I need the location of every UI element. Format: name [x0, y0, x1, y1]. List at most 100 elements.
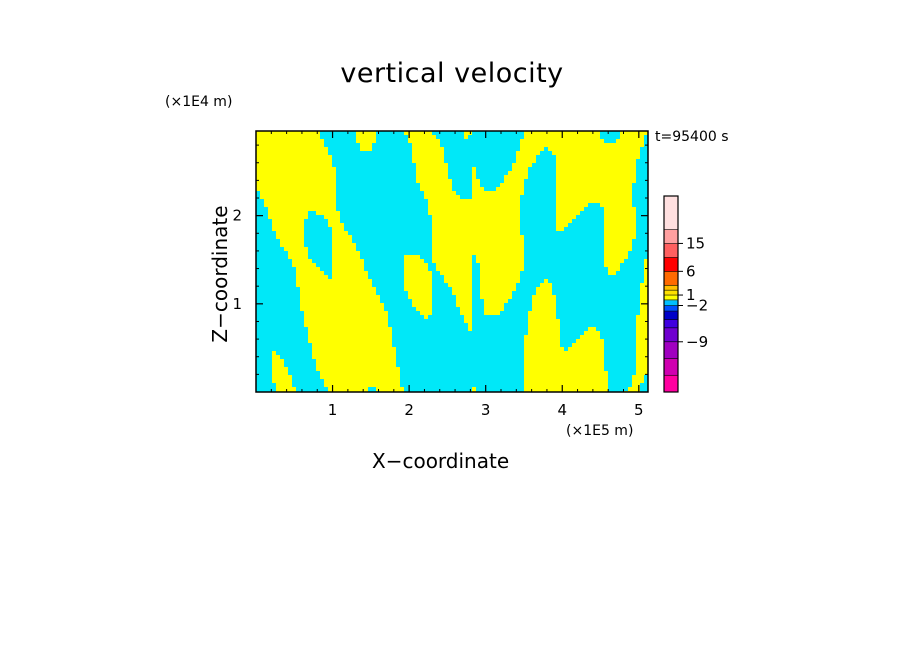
field-cell	[332, 275, 369, 280]
field-cell	[452, 179, 473, 184]
field-cell	[296, 275, 329, 280]
field-cell	[608, 383, 633, 388]
field-cell	[556, 155, 641, 160]
field-cell	[440, 271, 473, 276]
field-cell	[620, 267, 645, 272]
field-cell	[328, 151, 413, 156]
field-cell	[316, 363, 397, 368]
colorbar-label: 1	[686, 286, 696, 304]
field-cell	[636, 359, 648, 364]
field-cell	[468, 327, 473, 332]
field-cell	[320, 371, 401, 376]
field-cell	[304, 227, 333, 232]
field-cell	[256, 263, 293, 268]
field-cell	[520, 143, 645, 148]
colorbar: 15 6 1−2 −9	[663, 195, 708, 393]
field-cell	[272, 227, 305, 232]
field-cell	[312, 355, 397, 360]
field-cell	[428, 203, 521, 208]
x-tick-label: 2	[404, 401, 414, 419]
field-cell	[624, 259, 645, 264]
field-cell	[412, 143, 441, 148]
field-cell	[528, 315, 557, 320]
field-cell	[324, 143, 361, 148]
field-cell	[524, 239, 605, 244]
field-cell	[588, 327, 597, 332]
field-cell	[416, 167, 449, 172]
field-cell	[556, 299, 641, 304]
field-cell	[500, 311, 529, 316]
field-cell	[636, 343, 648, 348]
field-cell	[276, 231, 305, 236]
field-cell	[440, 139, 521, 144]
field-cell	[604, 367, 637, 372]
field-cell	[484, 299, 509, 304]
field-cell	[400, 375, 525, 380]
field-cell	[608, 379, 633, 384]
field-cell	[608, 271, 617, 276]
field-cell	[284, 247, 309, 252]
field-cell	[360, 143, 373, 148]
field-cell	[356, 247, 433, 252]
field-cell	[288, 371, 321, 376]
field-cell	[528, 323, 561, 328]
field-cell	[304, 311, 389, 316]
field-cell	[480, 275, 521, 280]
field-cell	[528, 311, 557, 316]
field-cell	[632, 247, 648, 252]
field-cell	[552, 287, 641, 292]
field-cell	[548, 279, 645, 284]
field-cell	[336, 175, 417, 180]
field-cell	[476, 167, 513, 172]
field-cell	[456, 303, 473, 308]
field-cell	[444, 275, 473, 280]
field-cell	[400, 383, 525, 388]
field-cell	[336, 167, 417, 172]
field-cell	[264, 203, 337, 208]
field-cell	[524, 263, 605, 268]
field-cell	[388, 323, 469, 328]
field-cell	[472, 271, 481, 276]
field-cell	[256, 171, 337, 176]
field-cell	[644, 379, 648, 384]
field-cell	[420, 311, 433, 316]
field-cell	[496, 187, 525, 192]
field-cell	[520, 227, 557, 232]
field-cell	[348, 231, 433, 236]
time-label: t=95400 s	[655, 129, 729, 145]
field-cell	[324, 379, 401, 384]
field-cell	[256, 255, 289, 260]
colorbar-band	[664, 243, 678, 258]
field-cell	[472, 131, 525, 136]
field-cell	[444, 279, 473, 284]
field-cell	[632, 191, 648, 196]
field-cell	[632, 199, 648, 204]
field-cell	[580, 211, 605, 216]
field-cell	[480, 179, 505, 184]
field-cell	[452, 183, 473, 188]
field-cell	[472, 287, 481, 292]
field-cell	[556, 215, 577, 220]
field-cell	[276, 235, 305, 240]
field-cell	[476, 171, 509, 176]
field-cell	[636, 163, 648, 168]
field-cell	[376, 291, 409, 296]
field-cell	[644, 375, 648, 380]
field-cell	[292, 263, 317, 268]
field-cell	[400, 379, 525, 384]
field-cell	[460, 311, 473, 316]
field-cell	[604, 359, 637, 364]
field-cell	[552, 283, 641, 288]
field-cell	[400, 367, 525, 372]
field-cell	[304, 319, 389, 324]
field-cell	[516, 287, 537, 292]
field-cell	[276, 383, 293, 388]
field-cell	[392, 339, 525, 344]
field-cell	[324, 139, 357, 144]
field-cell	[644, 279, 648, 284]
field-cell	[296, 283, 373, 288]
field-cell	[524, 235, 605, 240]
colorbar-label: −9	[686, 333, 708, 351]
field-cell	[300, 299, 381, 304]
